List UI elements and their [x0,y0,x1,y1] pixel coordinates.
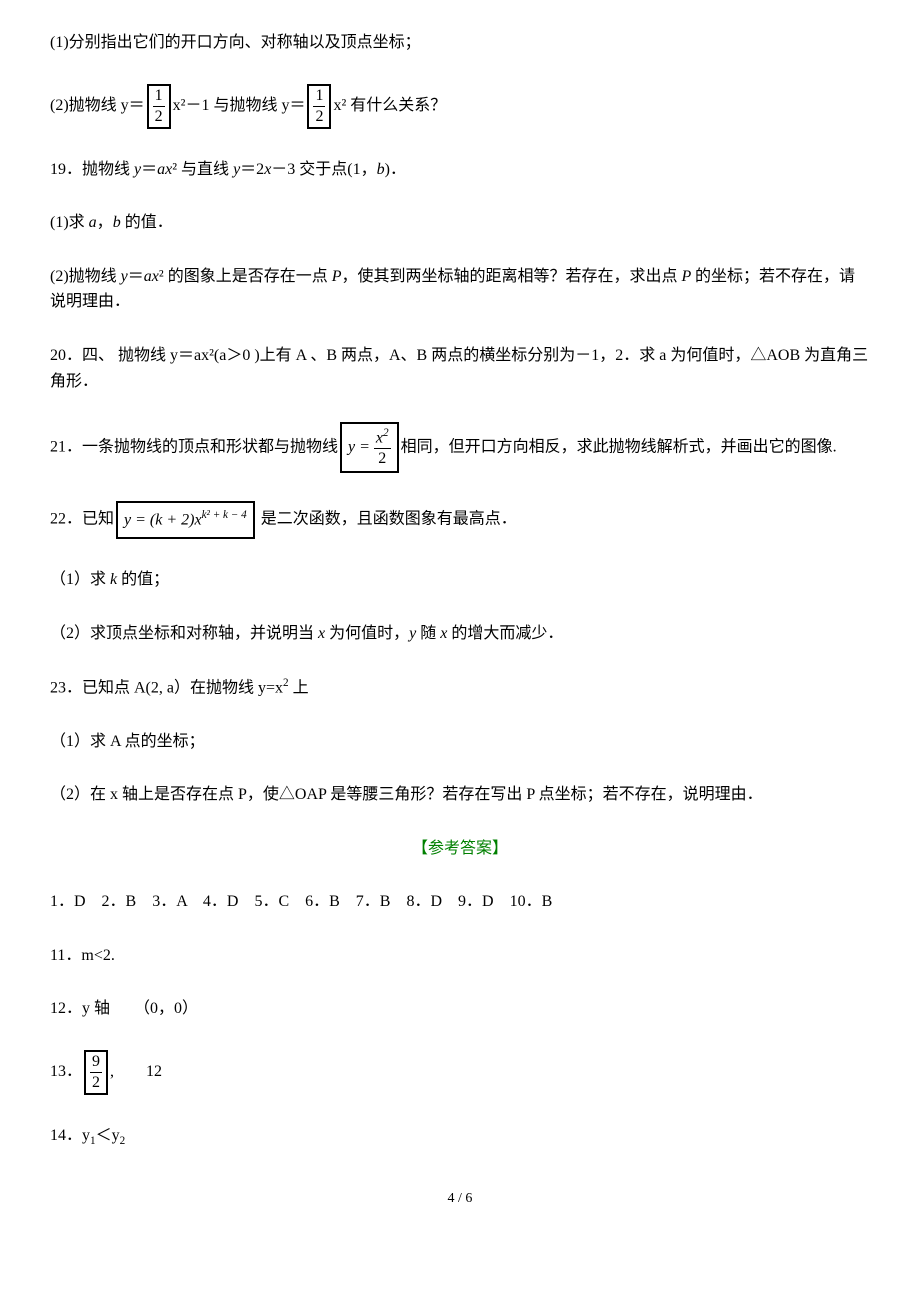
ans-11: 11．m<2. [50,943,870,969]
q23: 23．已知点 A(2, a）在抛物线 y=x2 上 [50,675,870,701]
ans-13: 13．92, 12 [50,1050,870,1095]
frac-1-2-b: 12 [307,84,331,129]
q21-a: 21．一条抛物线的顶点和形状都与抛物线 [50,439,338,456]
sub-2: 2 [120,1135,126,1147]
q21-b: 相同，但开口方向相反，求此抛物线解析式，并画出它的图像. [401,439,837,456]
ans-12: 12．y 轴 （0，0） [50,996,870,1022]
frac-den: 2 [153,107,165,125]
eq-box-q21: y = x22 [340,422,399,473]
q22-2: （2）求顶点坐标和对称轴，并说明当 x 为何值时，y 随 x 的增大而减少． [50,621,870,647]
q22-a: 22．已知 [50,511,114,528]
page-number: 4 / 6 [50,1191,870,1207]
var-p2: P [682,268,695,285]
q22-b: 是二次函数，且函数图象有最高点． [257,511,517,528]
ans-14-a: 14．y [50,1127,90,1144]
frac-den: 2 [313,107,325,125]
q19-2-g: ，使其到两坐标轴的距离相等？若存在，求出点 [342,268,682,285]
ans-14-b: ＜ [96,1127,112,1144]
eq-rest2: －3 交于点(1， [271,161,376,178]
frac-9-2: 92 [84,1050,108,1095]
var-x: x [318,625,329,642]
q22-2-e: 随 [420,625,440,642]
answers-title-text: 【参考答案】 [412,840,508,857]
q23-b: 上 [289,679,309,696]
q18-text-a: (2)抛物线 y＝ [50,97,145,114]
frac-num: 1 [313,88,325,107]
q23-2: （2）在 x 轴上是否存在点 P，使△OAP 是等腰三角形？若存在写出 P 点坐… [50,782,870,808]
ans-13-a: 13． [50,1063,82,1080]
sup-exp: k² + k − 4 [202,509,247,521]
answers-title: 【参考答案】 [50,836,870,862]
q19-label: 19．抛物线 [50,161,134,178]
q19-2-c: ＝ [128,268,144,285]
var-k: k [110,571,121,588]
var-b: b [113,214,125,231]
var-x2: x [440,625,451,642]
q19-1: (1)求 a，b 的值． [50,210,870,236]
q18-text-c: x² 有什么关系？ [333,97,446,114]
eq-sign: ＝ [141,161,157,178]
ans-13-b: , 12 [110,1063,162,1080]
frac-x2-2: x22 [374,428,391,467]
q22: 22．已知y = (k + 2)xk² + k − 4 是二次函数，且函数图象有… [50,501,870,539]
ans-14: 14．y1＜y2 [50,1123,870,1151]
q19-1-a: (1)求 [50,214,89,231]
frac-num: 9 [90,1054,102,1073]
frac-num: 1 [153,88,165,107]
var-p: P [332,268,342,285]
q22-2-c: 为何值时， [329,625,409,642]
var-a: a [89,214,97,231]
q22-2-g: 的增大而减少． [451,625,563,642]
eq-y: y = [348,439,374,456]
q18-part2: (2)抛物线 y＝12x²－1 与抛物线 y＝12x² 有什么关系？ [50,84,870,129]
ans-14-c: y [112,1127,120,1144]
q19-1-c: ， [97,214,113,231]
eq-rest: ² 与直线 [172,161,233,178]
q23-1: （1）求 A 点的坐标； [50,729,870,755]
q22-1-c: 的值； [121,571,169,588]
q19-1-e: 的值． [125,214,173,231]
eq-sign2: ＝2 [240,161,264,178]
var-ax: ax [157,161,172,178]
var-x: x [376,429,383,446]
q19-2-a: (2)抛物线 [50,268,121,285]
q23-a: 23．已知点 A(2, a）在抛物线 y=x [50,679,283,696]
frac-den: 2 [90,1073,102,1091]
q18-text-b: x²－1 与抛物线 y＝ [173,97,306,114]
var-b: b [377,161,385,178]
q20: 20．四、 抛物线 y＝ax²(a＞0 )上有 A 、B 两点，A、B 两点的横… [50,343,870,394]
q22-1-a: （1）求 [50,571,110,588]
var-y: y [409,625,420,642]
var-ax: ax [144,268,159,285]
q-part1: (1)分别指出它们的开口方向、对称轴以及顶点坐标； [50,30,870,56]
ans-1-10: 1．D 2．B 3．A 4．D 5．C 6．B 7．B 8．D 9．D 10．B [50,889,870,915]
q22-1: （1）求 k 的值； [50,567,870,593]
eq-box-q22: y = (k + 2)xk² + k − 4 [116,501,255,539]
sup-2: 2 [383,427,389,439]
q19-main: 19．抛物线 y＝ax² 与直线 y＝2x－3 交于点(1，b)． [50,157,870,183]
q19-2-e: ² 的图象上是否存在一点 [159,268,332,285]
q22-2-a: （2）求顶点坐标和对称轴，并说明当 [50,625,318,642]
frac-den: 2 [374,449,391,467]
eq-end: )． [385,161,406,178]
q19-2: (2)抛物线 y＝ax² 的图象上是否存在一点 P，使其到两坐标轴的距离相等？若… [50,264,870,315]
q21: 21．一条抛物线的顶点和形状都与抛物线y = x22相同，但开口方向相反，求此抛… [50,422,870,473]
frac-1-2-a: 12 [147,84,171,129]
frac-num: x2 [374,428,391,449]
eq-body: y = (k + 2)x [124,512,202,529]
var-y: y [121,268,128,285]
